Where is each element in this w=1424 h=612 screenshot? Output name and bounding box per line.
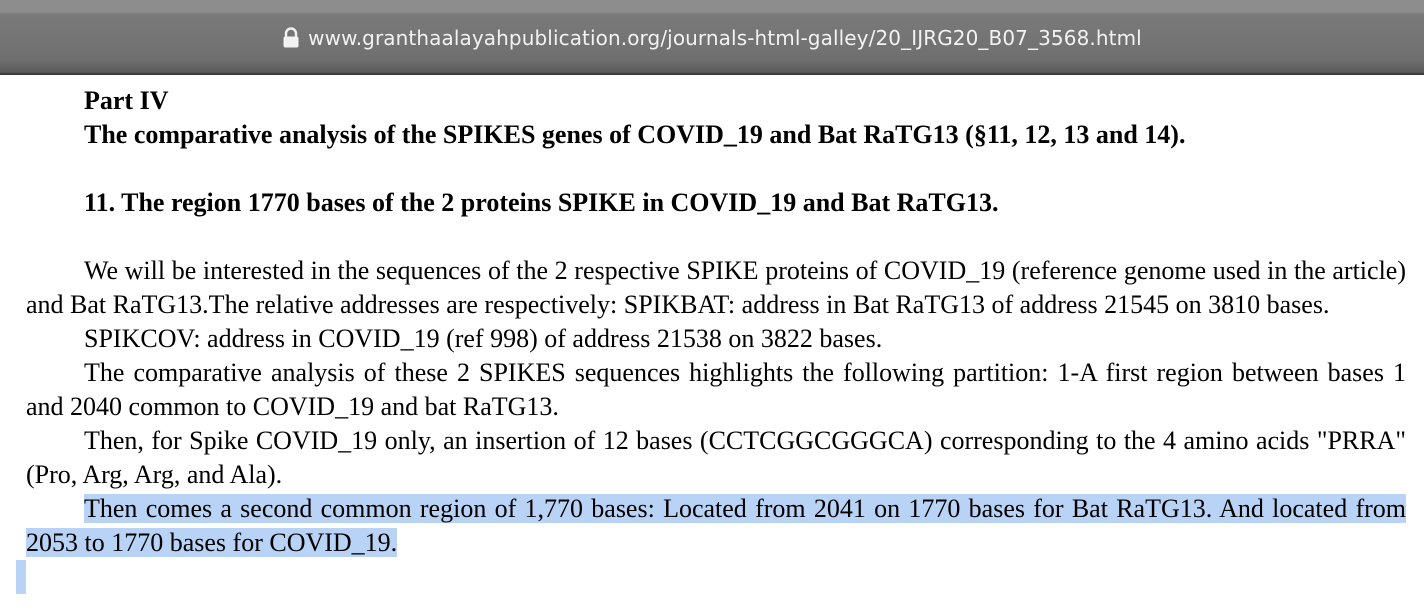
- url-text[interactable]: www.granthaalayahpublication.org/journal…: [308, 26, 1142, 50]
- part-title: Part IV: [84, 86, 169, 115]
- paragraph: Then, for Spike COVID_19 only, an insert…: [26, 426, 1406, 489]
- browser-toolbar: www.granthaalayahpublication.org/journal…: [0, 0, 1424, 75]
- page-content: Part IV The comparative analysis of the …: [0, 75, 1424, 612]
- section-heading: 11. The region 1770 bases of the 2 prote…: [84, 188, 999, 217]
- selection-highlight-margin: [16, 560, 26, 594]
- paragraph: We will be interested in the sequences o…: [26, 256, 1406, 319]
- paragraph: The comparative analysis of these 2 SPIK…: [26, 358, 1406, 421]
- paragraph: SPIKCOV: address in COVID_19 (ref 998) o…: [84, 324, 883, 353]
- article-body: Part IV The comparative analysis of the …: [26, 84, 1406, 560]
- selected-text: Then comes a second common region of 1,7…: [26, 494, 1406, 557]
- paragraph-selected: Then comes a second common region of 1,7…: [26, 492, 1406, 560]
- lock-icon[interactable]: [282, 27, 300, 49]
- address-bar[interactable]: www.granthaalayahpublication.org/journal…: [0, 22, 1424, 54]
- part-subtitle: The comparative analysis of the SPIKES g…: [84, 120, 1186, 149]
